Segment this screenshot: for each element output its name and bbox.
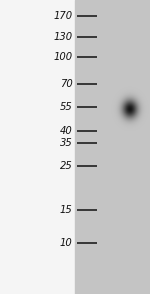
Bar xyxy=(0,0,75,294)
Text: 170: 170 xyxy=(54,11,73,21)
Text: 130: 130 xyxy=(54,32,73,42)
Text: 40: 40 xyxy=(60,126,73,136)
Text: 35: 35 xyxy=(60,138,73,148)
Bar xyxy=(75,0,150,294)
Text: 100: 100 xyxy=(54,52,73,62)
Text: 10: 10 xyxy=(60,238,73,248)
Text: 25: 25 xyxy=(60,161,73,171)
Text: 15: 15 xyxy=(60,205,73,215)
Text: 55: 55 xyxy=(60,102,73,112)
Text: 70: 70 xyxy=(60,79,73,89)
